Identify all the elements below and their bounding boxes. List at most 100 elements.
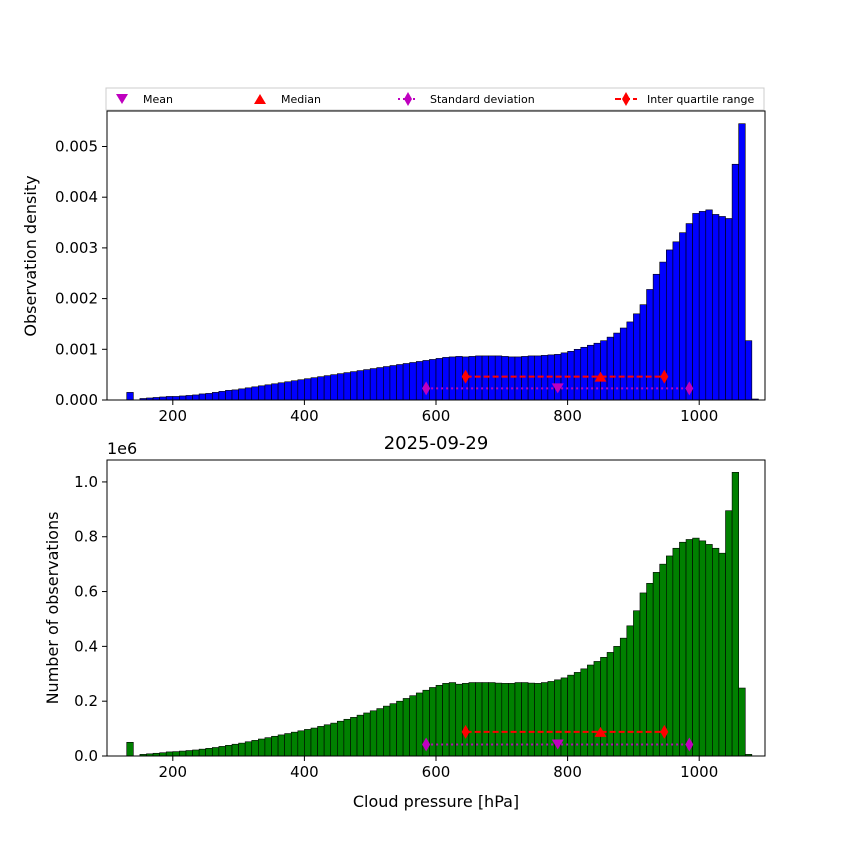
bottom-bar xyxy=(731,472,739,757)
top-bar xyxy=(494,355,503,401)
legend-iqr-marker xyxy=(622,92,630,106)
top-bar xyxy=(567,351,575,401)
bottom-bar xyxy=(258,738,266,757)
top-bar xyxy=(192,394,200,401)
bottom-bar xyxy=(297,730,305,757)
bottom-bar xyxy=(718,552,726,757)
bottom-bar xyxy=(698,540,707,757)
top-bar xyxy=(264,384,272,401)
bottom-bar xyxy=(126,741,134,757)
bottom-bar xyxy=(317,726,325,757)
bottom-x-tick-label: 800 xyxy=(553,763,582,781)
top-bar xyxy=(429,359,437,401)
bottom-bar xyxy=(225,745,233,757)
bottom-bar xyxy=(593,661,601,757)
bottom-bar xyxy=(231,743,239,757)
top-bar xyxy=(692,213,700,401)
bottom-bar xyxy=(567,674,575,757)
bottom-bar xyxy=(409,695,417,757)
bottom-bar xyxy=(172,751,180,757)
top-x-tick-label: 600 xyxy=(422,407,451,425)
top-bar xyxy=(698,211,707,401)
top-bar xyxy=(468,356,476,401)
top-bar xyxy=(179,395,187,401)
top-bar xyxy=(521,356,529,401)
bottom-bar xyxy=(271,735,279,757)
bottom-bar xyxy=(336,720,345,757)
legend: Mean Median Standard deviation Inter qua… xyxy=(105,87,765,111)
bottom-y-tick-label: 0.2 xyxy=(74,692,98,710)
bottom-bar xyxy=(415,692,424,757)
top-bar xyxy=(731,163,739,401)
top-bar xyxy=(310,377,318,401)
top-bar xyxy=(685,223,693,401)
top-bar xyxy=(540,355,549,401)
bottom-bar xyxy=(323,724,332,757)
top-bar xyxy=(455,356,463,401)
bottom-bar xyxy=(244,741,253,757)
top-iqr-end-marker xyxy=(660,369,669,384)
top-bar xyxy=(350,371,358,401)
bottom-bar xyxy=(600,657,608,757)
top-std-end-marker xyxy=(422,381,431,396)
bottom-bar xyxy=(712,547,720,757)
top-bar xyxy=(481,355,489,401)
top-bar xyxy=(284,381,292,401)
top-bars xyxy=(126,123,759,401)
bottom-y-tick-label: 0.0 xyxy=(74,747,98,765)
top-bar xyxy=(290,380,299,401)
bottom-bar xyxy=(376,708,384,757)
bottom-bar xyxy=(251,740,259,757)
bottom-bar xyxy=(218,746,226,757)
bottom-bar xyxy=(211,747,220,757)
legend-std-label: Standard deviation xyxy=(430,93,535,106)
top-y-ticks: 0.000 0.001 0.002 0.003 0.004 0.005 xyxy=(55,137,107,409)
bottom-summary-markers xyxy=(422,724,694,752)
top-bar xyxy=(587,344,595,401)
top-y-tick-label: 0.000 xyxy=(55,391,98,409)
bottom-bar xyxy=(383,705,391,757)
legend-mean-marker xyxy=(116,94,128,104)
bottom-bar xyxy=(442,683,450,757)
bottom-y-tick-label: 1.0 xyxy=(74,473,98,491)
top-bar xyxy=(165,396,174,401)
bottom-bar xyxy=(343,718,351,757)
bottom-bar xyxy=(685,539,693,757)
bottom-bar xyxy=(350,717,358,757)
top-x-ticks: 200 400 600 800 1000 xyxy=(158,400,718,425)
top-bar xyxy=(448,356,457,401)
legend-std-marker xyxy=(404,92,412,106)
bottom-bar xyxy=(179,750,187,757)
top-bar xyxy=(679,232,687,401)
bottom-x-tick-label: 1000 xyxy=(680,763,718,781)
top-bar xyxy=(488,355,496,401)
bottom-x-tick-label: 600 xyxy=(422,763,451,781)
bottom-bar xyxy=(198,748,206,757)
bottom-bar xyxy=(679,541,687,757)
top-bar xyxy=(514,356,522,401)
top-bar xyxy=(580,346,588,401)
bottom-bar xyxy=(429,687,437,757)
bottom-bar xyxy=(402,698,410,757)
top-bar xyxy=(705,209,713,401)
bottom-bar xyxy=(705,544,713,757)
top-y-axis-label: Observation density xyxy=(21,175,40,336)
bottom-bar xyxy=(672,547,680,757)
bottom-x-ticks: 200 400 600 800 1000 xyxy=(158,756,718,781)
top-bar xyxy=(738,123,746,401)
bottom-bar xyxy=(633,610,641,757)
bottom-bar xyxy=(665,555,674,757)
top-bar xyxy=(600,340,608,401)
top-x-tick-label: 800 xyxy=(553,407,582,425)
bottom-bar xyxy=(613,646,621,757)
bottom-bar xyxy=(652,572,661,757)
bottom-bar xyxy=(738,687,746,757)
bottom-std-end-marker xyxy=(422,737,431,752)
legend-iqr-label: Inter quartile range xyxy=(647,93,754,106)
bottom-std-end-marker xyxy=(685,737,694,752)
top-bar xyxy=(238,388,246,401)
bottom-bar xyxy=(514,682,522,757)
top-bar xyxy=(396,364,404,401)
bottom-mean-marker xyxy=(551,739,564,750)
bottom-panel: 2025-09-29 1e6 200 400 600 800 1000 0.00.20.… xyxy=(43,433,766,811)
